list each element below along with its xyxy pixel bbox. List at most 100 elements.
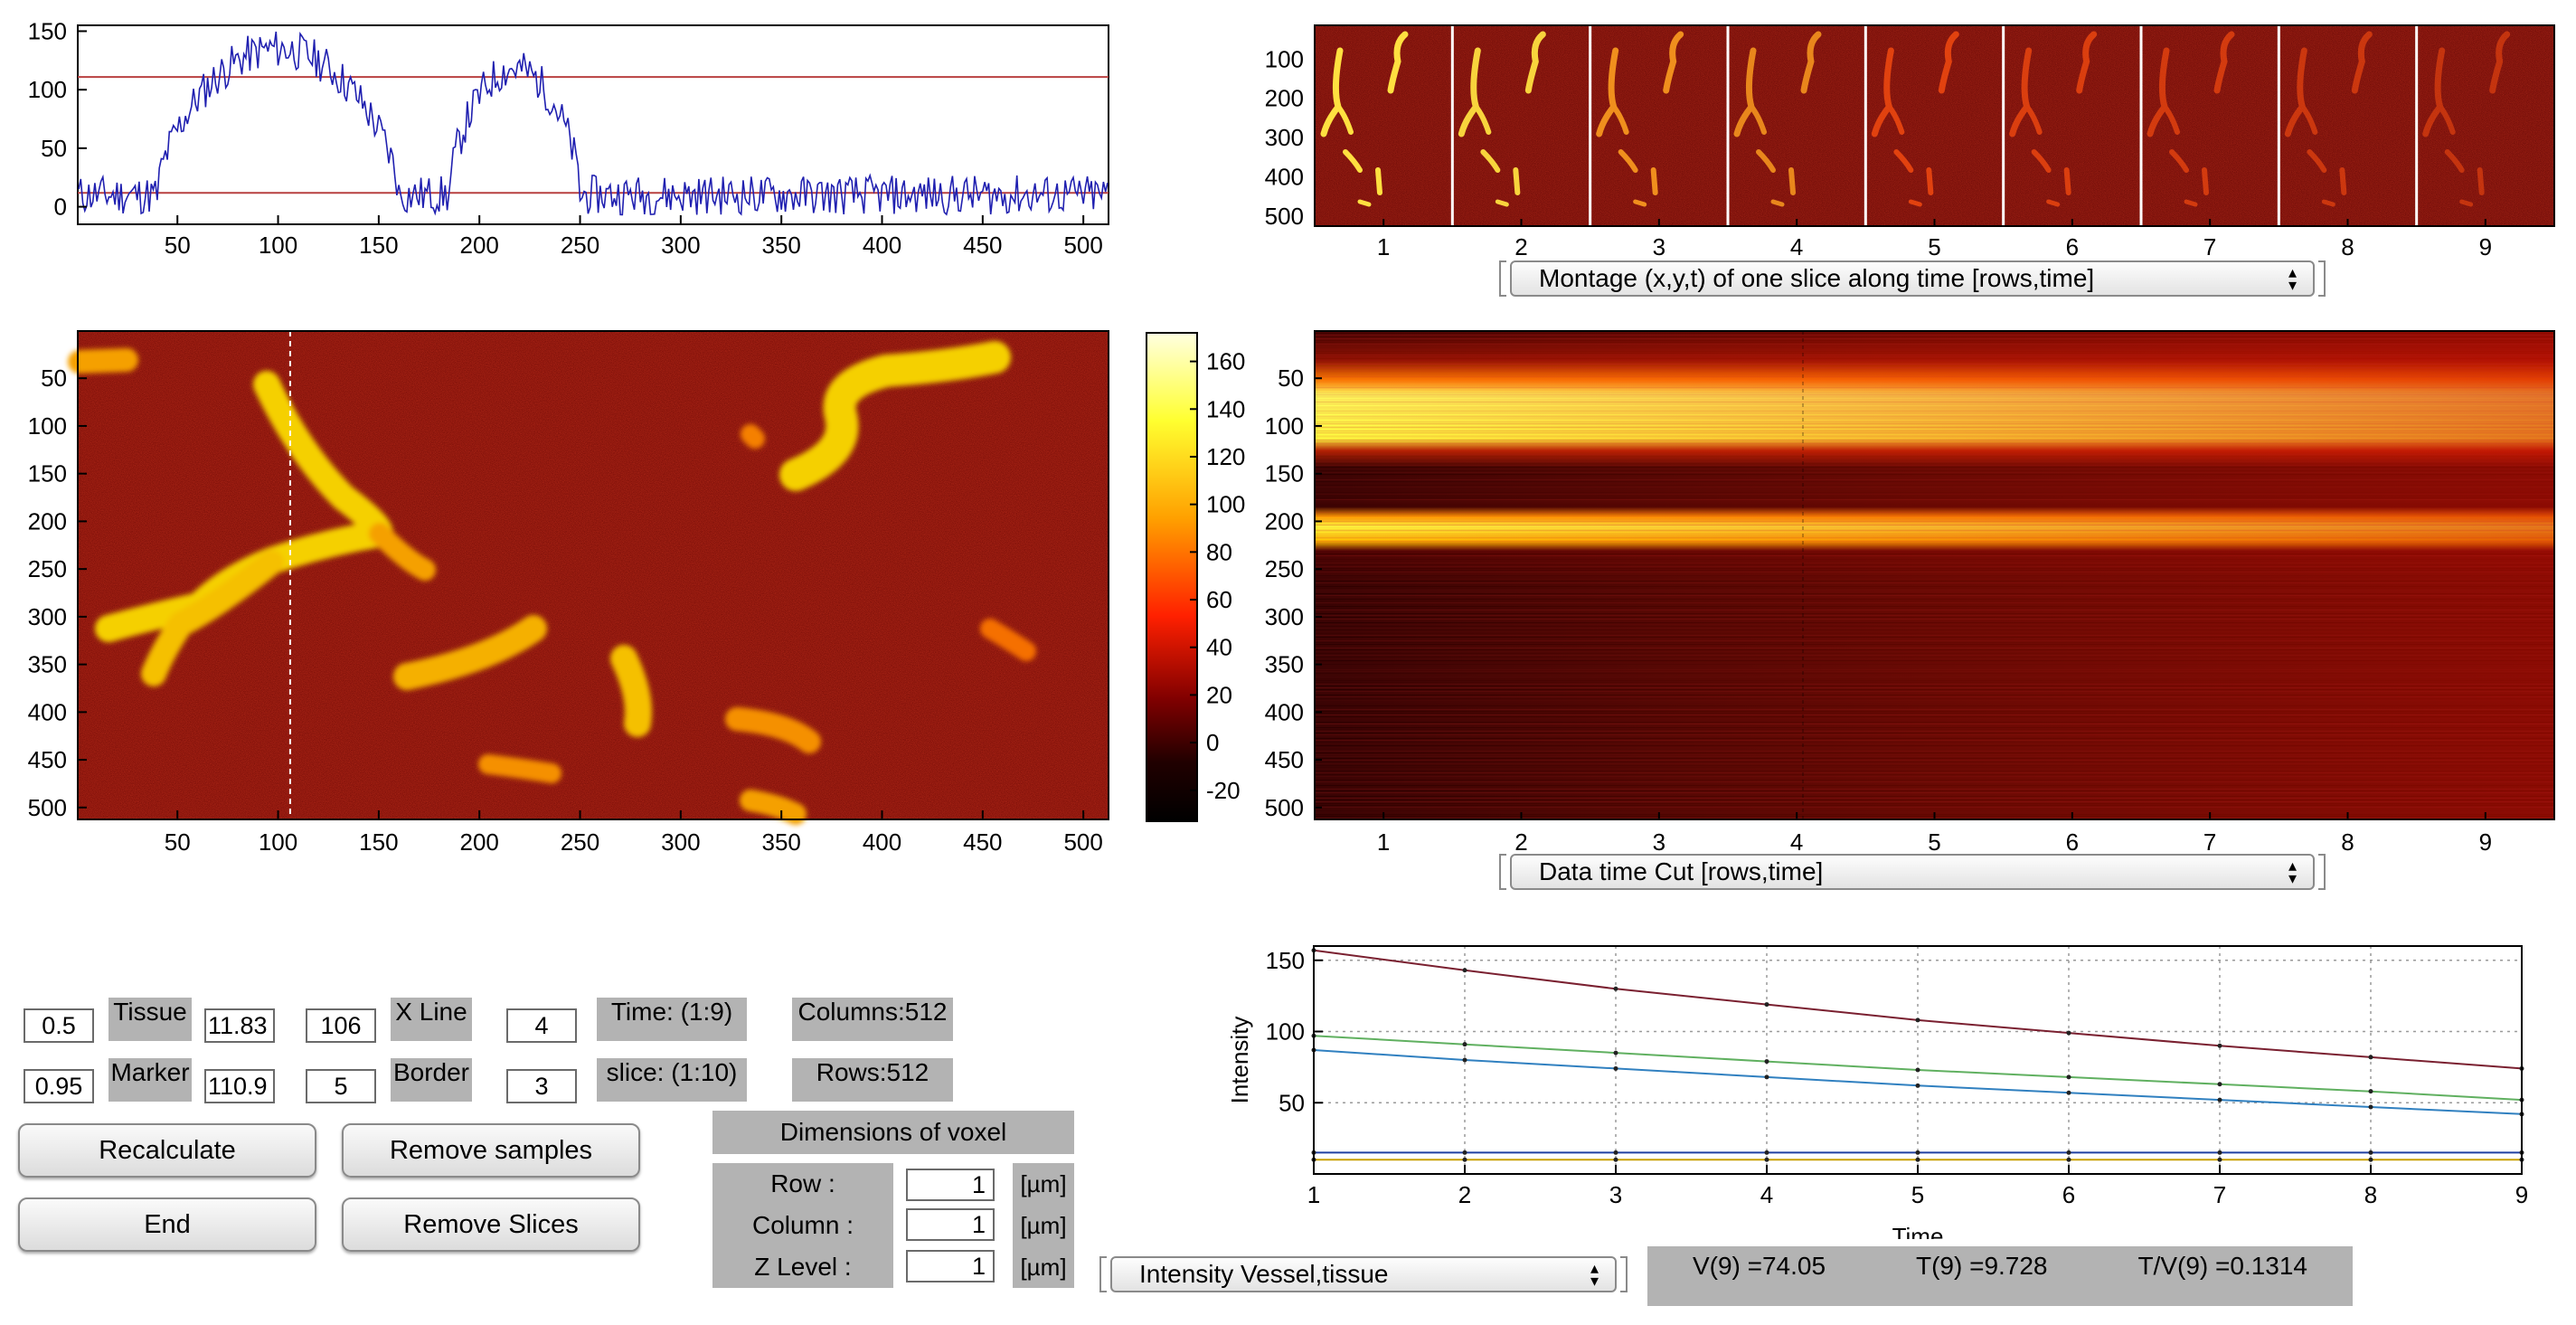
ratio-value: T/V(9) =0.1314 (2137, 1252, 2307, 1280)
x-line-input[interactable]: 106 (306, 1008, 376, 1043)
data-point (1764, 1059, 1769, 1065)
image-x-tick: 50 (165, 828, 191, 856)
profile-x-tick: 250 (561, 232, 599, 259)
time-input[interactable]: 4 (506, 1008, 577, 1043)
data-point (1613, 1157, 1618, 1162)
tissue-threshold-input[interactable]: 11.83 (204, 1008, 275, 1043)
remove-samples-button[interactable]: Remove samples (342, 1123, 640, 1178)
profile-x-tick: 350 (761, 232, 800, 259)
montage-y-tick: 300 (1265, 124, 1304, 151)
montage-panel: 100 200 300 400 500 1 2 3 4 5 6 7 8 9 (1265, 24, 2555, 260)
remove-slices-button[interactable]: Remove Slices (342, 1197, 640, 1252)
timecut-view-selector[interactable]: Data time Cut [rows,time] ▴ ▾ (1499, 854, 2326, 890)
montage-frame (2284, 31, 2373, 207)
z-level-label: Z Level : (754, 1253, 852, 1281)
row-size-input[interactable]: 1 (906, 1169, 995, 1201)
timecut-y-tick: 250 (1265, 555, 1304, 582)
intensity-view-selector[interactable]: Intensity Vessel,tissue ▴ ▾ (1099, 1256, 1628, 1292)
timecut-x-tick: 7 (2203, 828, 2216, 856)
montage-frame (2422, 31, 2511, 207)
bracket-left (1099, 1256, 1107, 1292)
image-x-tick: 350 (761, 828, 800, 856)
column-size-input[interactable]: 1 (906, 1208, 995, 1241)
timecut-x-tick: 6 (2066, 828, 2079, 856)
timecut-x-tick: 3 (1653, 828, 1665, 856)
end-button[interactable]: End (18, 1197, 316, 1252)
profile-x-tick: 300 (661, 232, 700, 259)
bracket-right (1620, 1256, 1628, 1292)
data-point (1462, 968, 1467, 973)
column-unit: [µm] (1020, 1211, 1067, 1239)
slice-input[interactable]: 3 (506, 1069, 577, 1103)
data-point (2368, 1055, 2373, 1060)
intensity-x-tick: 4 (1760, 1181, 1773, 1208)
rows-label: Rows:512 (792, 1058, 953, 1102)
intensity-selector-label: Intensity Vessel,tissue (1139, 1260, 1389, 1288)
timecut-selector-label: Data time Cut [rows,time] (1539, 857, 1824, 885)
profile-x-tick: 200 (460, 232, 499, 259)
montage-x-tick: 2 (1514, 233, 1527, 260)
intensity-y-tick: 150 (1266, 947, 1305, 974)
data-point (2368, 1089, 2373, 1094)
marker-threshold-input[interactable]: 110.9 (204, 1069, 275, 1103)
profile-y-tick: 0 (54, 194, 67, 221)
updown-arrows-icon: ▴ ▾ (2288, 857, 2297, 887)
timecut-y-tick: 450 (1265, 746, 1304, 773)
results-panel: V(9) =74.05 T(9) =9.728 T/V(9) =0.1314 (1647, 1246, 2353, 1306)
montage-x-tick: 5 (1928, 233, 1940, 260)
profile-line (78, 31, 1109, 216)
image-x-tick: 300 (661, 828, 700, 856)
profile-y-tick: 100 (28, 76, 67, 103)
data-point (1764, 1150, 1769, 1155)
timecut-x-tick: 8 (2341, 828, 2354, 856)
montage-x-tick: 7 (2203, 233, 2216, 260)
montage-frame (2009, 31, 2098, 207)
timecut-y-tick: 50 (1278, 364, 1304, 392)
data-point (1915, 1067, 1920, 1073)
z-level-size-input[interactable]: 1 (906, 1250, 995, 1282)
montage-frame (2147, 31, 2235, 207)
montage-y-tick: 400 (1265, 163, 1304, 190)
colorbar-tick: 120 (1206, 443, 1245, 470)
image-y-tick: 350 (28, 651, 67, 678)
tissue-factor-input[interactable]: 0.5 (24, 1008, 94, 1043)
updown-arrows-icon: ▴ ▾ (2288, 263, 2297, 294)
marker-factor-input[interactable]: 0.95 (24, 1069, 94, 1103)
data-point (2217, 1043, 2222, 1048)
vessel-image-panel[interactable]: 50 100 150 200 250 300 350 400 450 500 50 100 150 200… (0, 317, 1121, 859)
montage-view-selector[interactable]: Montage (x,y,t) of one slice along time … (1499, 260, 2326, 297)
profile-x-tick: 500 (1063, 232, 1102, 259)
recalculate-button[interactable]: Recalculate (18, 1123, 316, 1178)
data-point (1462, 1042, 1467, 1047)
colorbar-tick: 20 (1206, 681, 1232, 708)
z-level-unit: [µm] (1020, 1253, 1067, 1281)
intensity-x-tick: 9 (2515, 1181, 2528, 1208)
data-point (1462, 1057, 1467, 1063)
colorbar-tick: 160 (1206, 348, 1245, 375)
profile-x-tick: 400 (863, 232, 901, 259)
image-y-tick: 300 (28, 603, 67, 630)
intensity-y-tick: 50 (1279, 1089, 1305, 1116)
data-point (1764, 1157, 1769, 1162)
colorbar-tick: 140 (1206, 395, 1245, 422)
image-x-tick: 500 (1063, 828, 1102, 856)
intensity-over-time-chart: 150 100 50 1 2 3 4 5 6 7 8 9 Time Intensity (1226, 945, 2528, 1239)
timecut-x-tick: 5 (1928, 828, 1940, 856)
image-x-tick: 250 (561, 828, 599, 856)
data-point (2066, 1150, 2071, 1155)
image-y-tick: 250 (28, 555, 67, 582)
profile-x-tick: 450 (963, 232, 1002, 259)
montage-x-tick: 1 (1377, 233, 1390, 260)
data-point (2217, 1157, 2222, 1162)
time-range-label: Time: (1:9) (597, 998, 747, 1041)
timecut-y-tick: 200 (1265, 507, 1304, 535)
voxel-labels-panel: Row : Column : Z Level : (712, 1163, 893, 1288)
montage-x-tick: 9 (2479, 233, 2492, 260)
montage-y-tick: 100 (1265, 45, 1304, 72)
border-label: Border (391, 1058, 472, 1102)
border-input[interactable]: 5 (306, 1069, 376, 1103)
image-y-tick: 150 (28, 460, 67, 487)
updown-arrows-icon: ▴ ▾ (1590, 1259, 1599, 1290)
data-point (1915, 1083, 1920, 1088)
data-point (1613, 1065, 1618, 1071)
